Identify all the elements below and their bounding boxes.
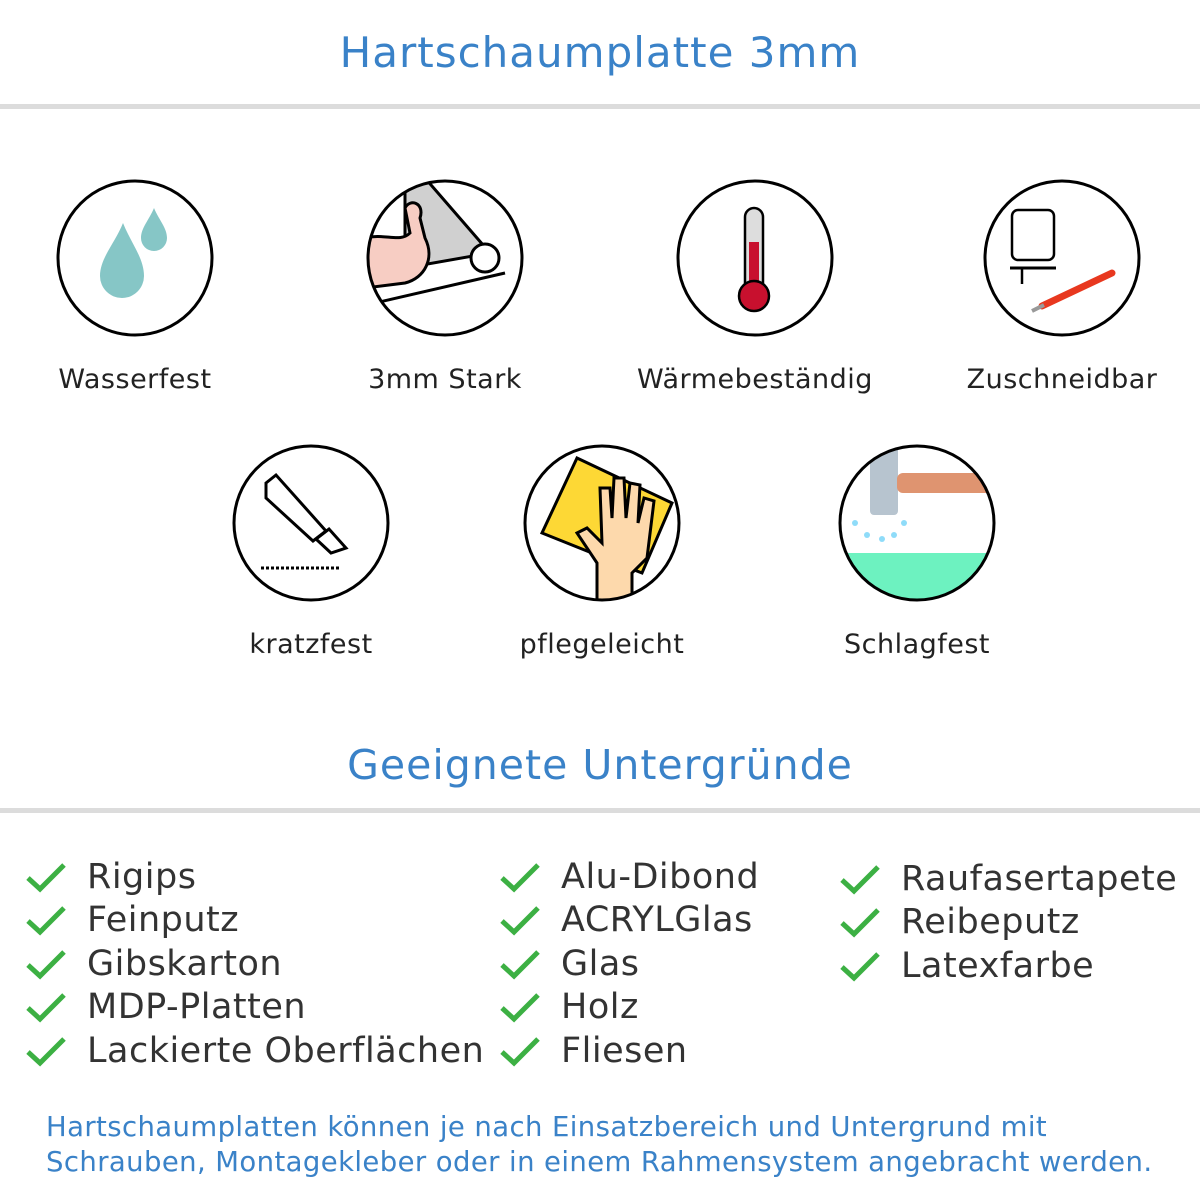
thermometer-icon — [676, 179, 834, 337]
surface-item: MDP-Platten — [25, 986, 484, 1030]
mounting-note: Hartschaumplatten können je nach Einsatz… — [46, 1110, 1152, 1180]
surface-label: Lackierte Oberflächen — [87, 1030, 485, 1071]
feature-schlagfest: Schlagfest — [767, 443, 1067, 660]
surface-item: Lackierte Oberflächen — [25, 1029, 484, 1073]
surface-item: Raufasertapete — [839, 857, 1177, 901]
note-line-2: Schrauben, Montagekleber oder in einem R… — [46, 1146, 1153, 1178]
surface-label: Latexfarbe — [901, 945, 1095, 986]
surface-label: Raufasertapete — [901, 858, 1178, 899]
surface-label: Holz — [561, 987, 639, 1028]
jigsaw-cutter-icon — [983, 179, 1141, 337]
hand-sponge-icon — [523, 444, 681, 602]
feature-pflegeleicht: pflegeleicht — [452, 443, 752, 660]
surface-item: Gibskarton — [25, 942, 484, 986]
feature-label: Wärmebeständig — [637, 364, 873, 395]
page-title: Hartschaumplatte 3mm — [339, 28, 861, 77]
feature-label: Zuschneidbar — [966, 364, 1158, 395]
surface-item: Feinputz — [25, 899, 484, 943]
surface-label: MDP-Platten — [87, 987, 307, 1028]
water-drops-icon — [56, 179, 214, 337]
surface-item: Rigips — [25, 855, 484, 899]
surface-label: Rigips — [87, 856, 197, 897]
feature-label: kratzfest — [249, 629, 373, 660]
feature-wasserfest: Wasserfest — [0, 178, 285, 395]
divider — [0, 808, 1200, 813]
surface-item: Latexfarbe — [839, 944, 1177, 988]
surfaces-column-1: Rigips Feinputz Gibskarton MDP-Platten Lacki… — [25, 855, 484, 1073]
checkmark-icon — [26, 862, 66, 893]
surface-label: Gibskarton — [87, 943, 283, 984]
feature-waermebestaendig: Wärmebeständig — [605, 178, 905, 395]
surfaces-column-3: Raufasertapete Reibeputz Latexfarbe — [839, 857, 1177, 988]
strong-arm-icon — [366, 179, 524, 337]
checkmark-icon — [500, 906, 540, 936]
surface-item: Fliesen — [499, 1029, 759, 1073]
surface-item: ACRYLGlas — [499, 899, 759, 943]
surface-label: Reibeputz — [901, 902, 1080, 943]
checkmark-icon — [26, 949, 66, 980]
feature-label: 3mm Stark — [368, 364, 522, 395]
checkmark-icon — [500, 949, 540, 980]
surface-label: Fliesen — [561, 1030, 688, 1071]
checkmark-icon — [500, 1036, 540, 1067]
surface-item: Holz — [499, 986, 759, 1030]
note-line-1: Hartschaumplatten können je nach Einsatz… — [46, 1111, 1048, 1143]
divider — [0, 104, 1200, 109]
feature-label: pflegeleicht — [519, 629, 685, 660]
checkmark-icon — [840, 908, 880, 938]
feature-label: Schlagfest — [843, 629, 991, 660]
checkmark-icon — [840, 951, 880, 982]
feature-kratzfest: kratzfest — [161, 443, 461, 660]
checkmark-icon — [26, 906, 66, 936]
surfaces-column-2: Alu-Dibond ACRYLGlas Glas Holz Fliesen — [499, 855, 759, 1073]
surface-label: ACRYLGlas — [561, 900, 753, 941]
checkmark-icon — [840, 864, 880, 895]
surface-label: Alu-Dibond — [561, 856, 760, 897]
surface-label: Feinputz — [87, 900, 240, 941]
feature-zuschneidbar: Zuschneidbar — [912, 178, 1200, 395]
surfaces-title: Geeignete Untergründe — [347, 741, 853, 789]
cutter-knife-icon — [232, 444, 390, 602]
checkmark-icon — [26, 993, 66, 1023]
checkmark-icon — [26, 1036, 66, 1067]
surface-item: Reibeputz — [839, 901, 1177, 945]
surface-label: Glas — [561, 943, 640, 984]
feature-label: Wasserfest — [58, 364, 212, 395]
checkmark-icon — [500, 993, 540, 1023]
surface-item: Alu-Dibond — [499, 855, 759, 899]
feature-3mm-stark: 3mm Stark — [295, 178, 595, 395]
hammer-icon — [838, 444, 996, 602]
checkmark-icon — [500, 862, 540, 893]
surface-item: Glas — [499, 942, 759, 986]
